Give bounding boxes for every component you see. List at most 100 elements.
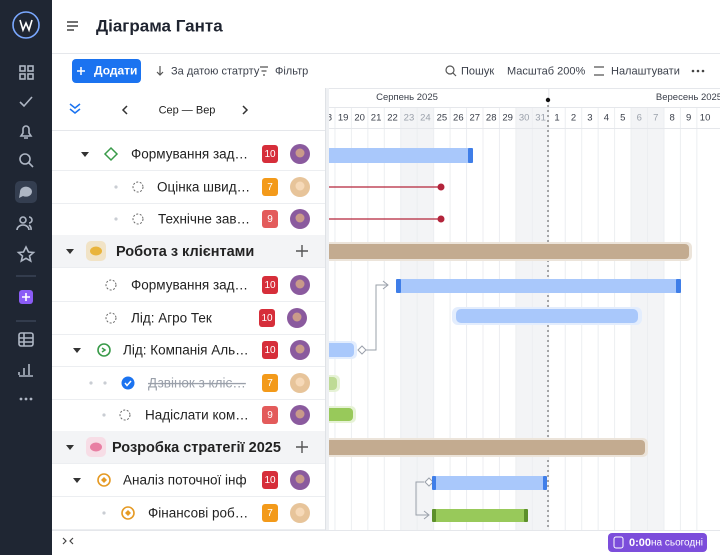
- priority-value: 7: [267, 378, 273, 389]
- collapse-all[interactable]: [69, 103, 81, 114]
- nav-favorites[interactable]: [16, 245, 36, 263]
- task-bar[interactable]: [322, 148, 473, 163]
- day-label: 26: [453, 113, 464, 124]
- add-icon: [77, 67, 85, 75]
- priority-badge: [262, 145, 278, 163]
- indent-dot: [114, 217, 118, 221]
- bar-handle[interactable]: [468, 148, 473, 163]
- menu-toggle[interactable]: [67, 21, 78, 31]
- group-name[interactable]: Розробка стратегії 2025: [112, 440, 281, 456]
- task-name[interactable]: Лід: Агро Тек: [131, 311, 212, 326]
- bar-handle[interactable]: [543, 476, 547, 490]
- day-label: 4: [604, 113, 609, 124]
- status-icon-mark: [101, 477, 107, 483]
- day-label: 3: [587, 113, 592, 124]
- task-bar[interactable]: [320, 343, 354, 357]
- timer-time: 0:00: [629, 537, 651, 549]
- day-label: 31: [535, 113, 546, 124]
- bar-handle[interactable]: [396, 279, 401, 293]
- avatar-face: [295, 377, 305, 387]
- expand-caret[interactable]: [66, 445, 74, 450]
- status-icon[interactable]: [121, 506, 135, 520]
- task-name[interactable]: Аналіз поточної інф: [123, 473, 247, 488]
- task-name[interactable]: Фінансові роб…: [148, 506, 248, 521]
- bar-handle[interactable]: [676, 279, 681, 293]
- priority-value: 10: [264, 149, 276, 160]
- task-name[interactable]: Технічне зав…: [158, 212, 250, 227]
- status-icon[interactable]: [97, 473, 111, 487]
- group-name[interactable]: Робота з клієнтами: [116, 244, 254, 260]
- status-icon[interactable]: [105, 279, 117, 291]
- nav-add-plus: [22, 293, 30, 301]
- nav-table[interactable]: [18, 332, 34, 347]
- day-label: 22: [387, 113, 398, 124]
- indent-dot: [102, 511, 106, 515]
- connector: [415, 481, 430, 520]
- task-name[interactable]: Формування зад…: [131, 147, 248, 162]
- more-button[interactable]: [691, 69, 705, 73]
- status-icon[interactable]: [105, 312, 117, 324]
- milestone-diamond[interactable]: [357, 345, 367, 355]
- filter-button[interactable]: Фільтр: [275, 65, 308, 77]
- logo[interactable]: [12, 11, 40, 39]
- add-task[interactable]: [296, 245, 308, 257]
- expand-caret[interactable]: [66, 249, 74, 254]
- task-bar[interactable]: [432, 476, 547, 490]
- zoom-button[interactable]: Масштаб 200%: [507, 65, 585, 77]
- task-name[interactable]: Надіслати ком…: [145, 408, 249, 423]
- status-icon[interactable]: [121, 376, 135, 390]
- milestone-dot[interactable]: [437, 183, 445, 191]
- task-bar[interactable]: [396, 279, 681, 293]
- day-label: 25: [437, 113, 448, 124]
- day-label: 10: [700, 113, 711, 124]
- avatar-face: [295, 474, 305, 484]
- status-icon[interactable]: [119, 409, 131, 421]
- prev-period[interactable]: [121, 105, 128, 115]
- expand-caret[interactable]: [73, 348, 81, 353]
- expand-caret[interactable]: [73, 478, 81, 483]
- task-bar[interactable]: [320, 408, 353, 421]
- task-name[interactable]: Формування зад…: [131, 278, 248, 293]
- nav-search[interactable]: [19, 153, 34, 168]
- nav-people[interactable]: [16, 216, 33, 231]
- nav-more[interactable]: [19, 397, 33, 401]
- priority-badge: [262, 406, 278, 424]
- nav-reports[interactable]: [18, 364, 33, 377]
- status-icon[interactable]: [103, 146, 119, 162]
- expand-toggle[interactable]: [62, 537, 74, 545]
- nav-tasks[interactable]: [19, 96, 33, 108]
- day-label: 27: [469, 113, 480, 124]
- settings-button[interactable]: Налаштувати: [611, 65, 680, 77]
- bar-handle[interactable]: [432, 509, 436, 522]
- task-bar[interactable]: [456, 309, 638, 323]
- timer-label: на сьогодні: [651, 538, 703, 549]
- bar-handle[interactable]: [432, 476, 436, 490]
- expand-caret[interactable]: [81, 152, 89, 157]
- milestone-dot[interactable]: [437, 215, 445, 223]
- avatar-face: [295, 344, 305, 354]
- status-icon[interactable]: [97, 343, 111, 357]
- task-name[interactable]: Дзвінок з кліє…: [148, 376, 246, 391]
- group-bar[interactable]: [320, 440, 645, 455]
- timer-pill[interactable]: [608, 533, 707, 552]
- toolbar: Додати За датою статрту Фільтр Пошук Мас…: [72, 59, 705, 83]
- priority-badge: [262, 341, 278, 359]
- add-button[interactable]: [72, 59, 141, 83]
- task-list-shadow: [325, 88, 329, 530]
- sort-button[interactable]: За датою статрту: [171, 65, 260, 77]
- nav-notifications[interactable]: [19, 125, 33, 139]
- task-name[interactable]: Лід: Компанія Аль…: [123, 343, 249, 358]
- day-label: 28: [486, 113, 497, 124]
- bar-handle[interactable]: [524, 509, 528, 522]
- task-bar[interactable]: [432, 509, 528, 522]
- status-icon[interactable]: [132, 213, 144, 225]
- nav-grid[interactable]: [19, 65, 34, 80]
- weekend-column: [400, 107, 418, 530]
- search-button[interactable]: Пошук: [461, 65, 494, 77]
- task-name[interactable]: Оцінка швид…: [157, 180, 250, 195]
- next-period[interactable]: [242, 105, 249, 115]
- status-icon[interactable]: [132, 181, 144, 193]
- day-label: 29: [502, 113, 513, 124]
- add-task[interactable]: [296, 441, 308, 453]
- group-bar[interactable]: [320, 244, 689, 259]
